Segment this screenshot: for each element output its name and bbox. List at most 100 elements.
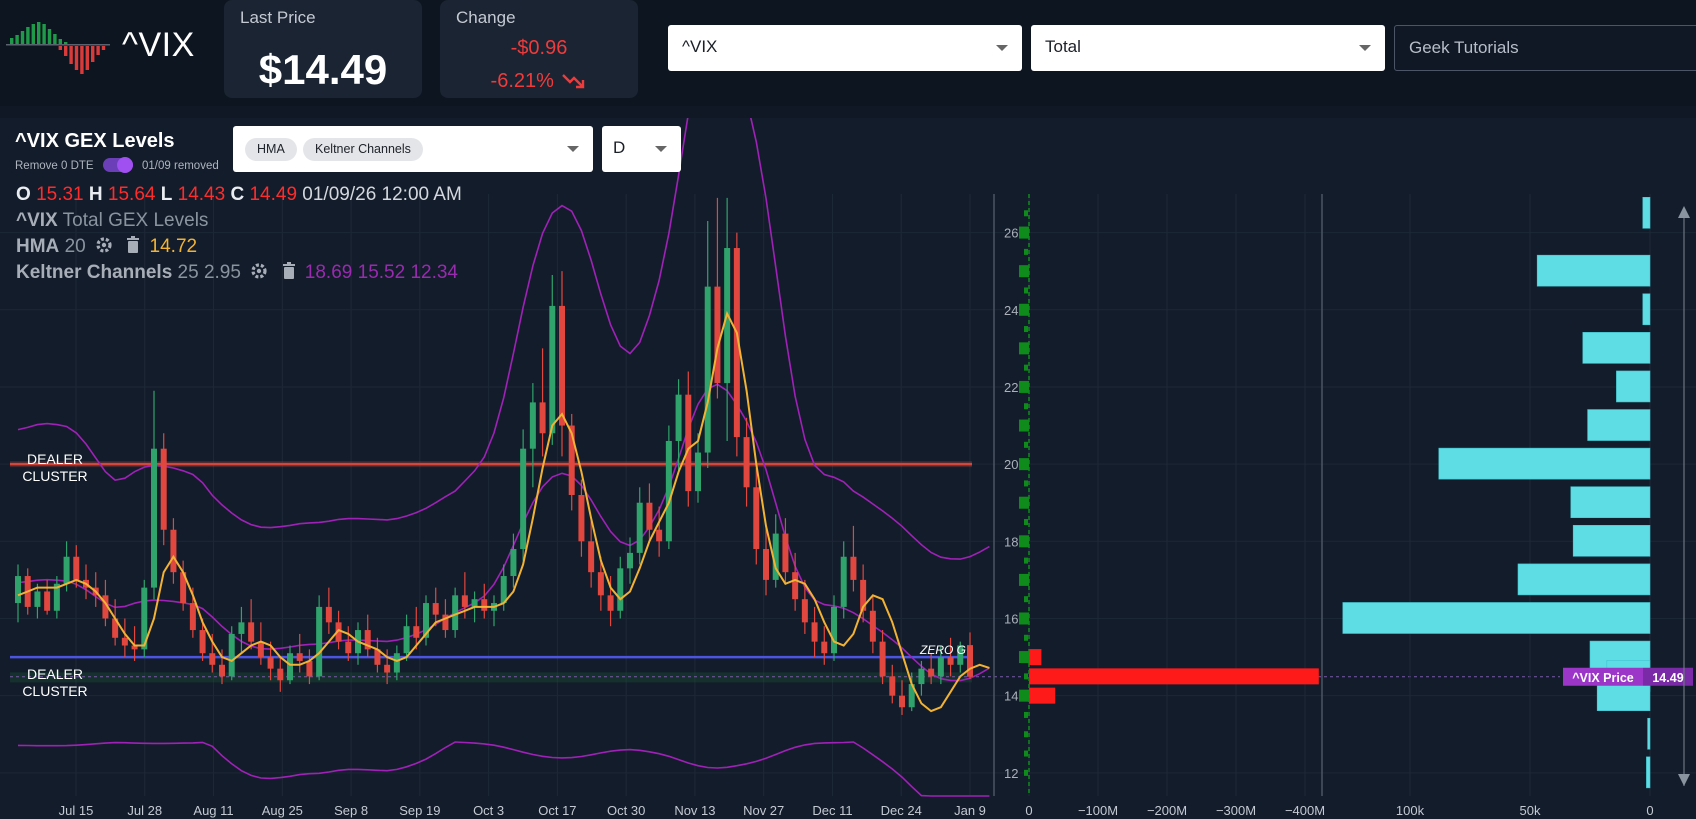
candle-down[interactable] [597,572,604,596]
candle-up[interactable] [937,657,944,677]
candle-up[interactable] [393,653,400,673]
candle-down[interactable] [219,664,225,677]
candle-down[interactable] [792,572,799,600]
candle-up[interactable] [520,448,527,550]
candle-down[interactable] [121,637,128,646]
candle-down[interactable] [73,556,80,580]
candle-down[interactable] [461,595,468,607]
candle-down[interactable] [568,425,575,495]
candle-down[interactable] [44,591,51,611]
candle-up[interactable] [627,552,633,569]
candle-up[interactable] [423,603,429,638]
candle-down[interactable] [199,630,206,654]
candle-down[interactable] [277,668,284,681]
call-gex-bar[interactable] [1642,196,1651,229]
candle-down[interactable] [811,622,818,642]
candle-down[interactable] [588,541,595,573]
candle-down[interactable] [374,649,381,665]
gear-icon[interactable] [250,262,268,280]
candle-down[interactable] [112,618,119,638]
candle-down[interactable] [967,645,973,677]
candle-down[interactable] [578,495,585,542]
candle-up[interactable] [452,595,459,631]
candle-down[interactable] [257,641,264,658]
symbol-select[interactable]: ^VIX [668,25,1022,71]
candle-up[interactable] [918,668,925,685]
candle-up[interactable] [500,576,507,604]
candle-plot-area[interactable] [0,194,994,796]
candle-up[interactable] [228,633,235,677]
candle-down[interactable] [248,622,255,642]
candle-up[interactable] [63,556,70,584]
candle-down[interactable] [733,248,740,438]
call-gex-bar[interactable] [1536,254,1651,287]
candle-up[interactable] [636,502,643,553]
scroll-down-icon[interactable] [1678,774,1690,786]
candle-down[interactable] [607,595,614,611]
call-gex-bar[interactable] [1517,563,1651,596]
candle-up[interactable] [151,448,157,588]
call-gex-bar[interactable] [1646,756,1651,789]
candle-up[interactable] [772,533,779,580]
candle-down[interactable] [539,402,546,434]
scroll-up-icon[interactable] [1678,206,1690,218]
call-gex-bar[interactable] [1570,486,1651,519]
candle-up[interactable] [908,684,915,708]
call-gex-bar[interactable] [1642,293,1651,326]
candle-down[interactable] [102,595,109,619]
candle-down[interactable] [782,533,789,573]
call-gex-bar[interactable] [1582,332,1651,364]
call-gex-bar[interactable] [1572,525,1651,557]
candle-down[interactable] [879,641,886,677]
candle-down[interactable] [180,572,187,604]
candle-down[interactable] [889,676,896,696]
candle-down[interactable] [947,657,954,665]
put-gex-bar[interactable] [1029,649,1042,666]
candle-down[interactable] [209,653,216,665]
candle-down[interactable] [646,502,653,530]
candle-down[interactable] [325,606,332,623]
gear-icon[interactable] [95,236,113,254]
gex-type-select[interactable]: Total [1031,25,1385,71]
candle-up[interactable] [957,645,964,665]
candle-down[interactable] [267,657,274,669]
candle-up[interactable] [34,591,41,607]
call-gex-bar[interactable] [1616,370,1651,403]
candle-down[interactable] [442,614,449,631]
candle-up[interactable] [665,440,672,542]
candle-down[interactable] [899,695,905,708]
put-gex-bar[interactable] [1029,668,1319,685]
candle-down[interactable] [384,664,391,673]
trash-icon[interactable] [282,262,296,280]
candle-up[interactable] [238,622,245,634]
candle-down[interactable] [160,448,167,530]
candle-up[interactable] [471,599,478,607]
remove-0dte-toggle[interactable] [102,157,133,173]
candle-up[interactable] [617,568,624,611]
candle-down[interactable] [413,626,420,638]
candle-down[interactable] [559,305,565,426]
candle-up[interactable] [316,606,323,677]
candle-down[interactable] [801,599,808,623]
candle-down[interactable] [170,529,177,573]
candle-down[interactable] [860,579,867,611]
candle-up[interactable] [695,452,701,492]
candle-down[interactable] [743,437,750,488]
tutorials-select[interactable]: Geek Tutorials [1394,25,1696,71]
call-gex-bar[interactable] [1647,717,1651,750]
candle-up[interactable] [675,394,682,441]
candle-down[interactable] [189,603,196,631]
candle-up[interactable] [510,549,517,577]
candle-up[interactable] [549,305,556,434]
trash-icon[interactable] [126,236,140,254]
candle-up[interactable] [529,402,536,449]
candle-down[interactable] [714,286,721,384]
candle-down[interactable] [481,599,488,611]
call-gex-bar[interactable] [1342,602,1651,634]
candle-down[interactable] [685,394,692,492]
candle-down[interactable] [296,653,303,661]
put-gex-bar[interactable] [1029,687,1056,704]
interval-select[interactable]: D [602,126,681,172]
candle-up[interactable] [141,587,148,650]
